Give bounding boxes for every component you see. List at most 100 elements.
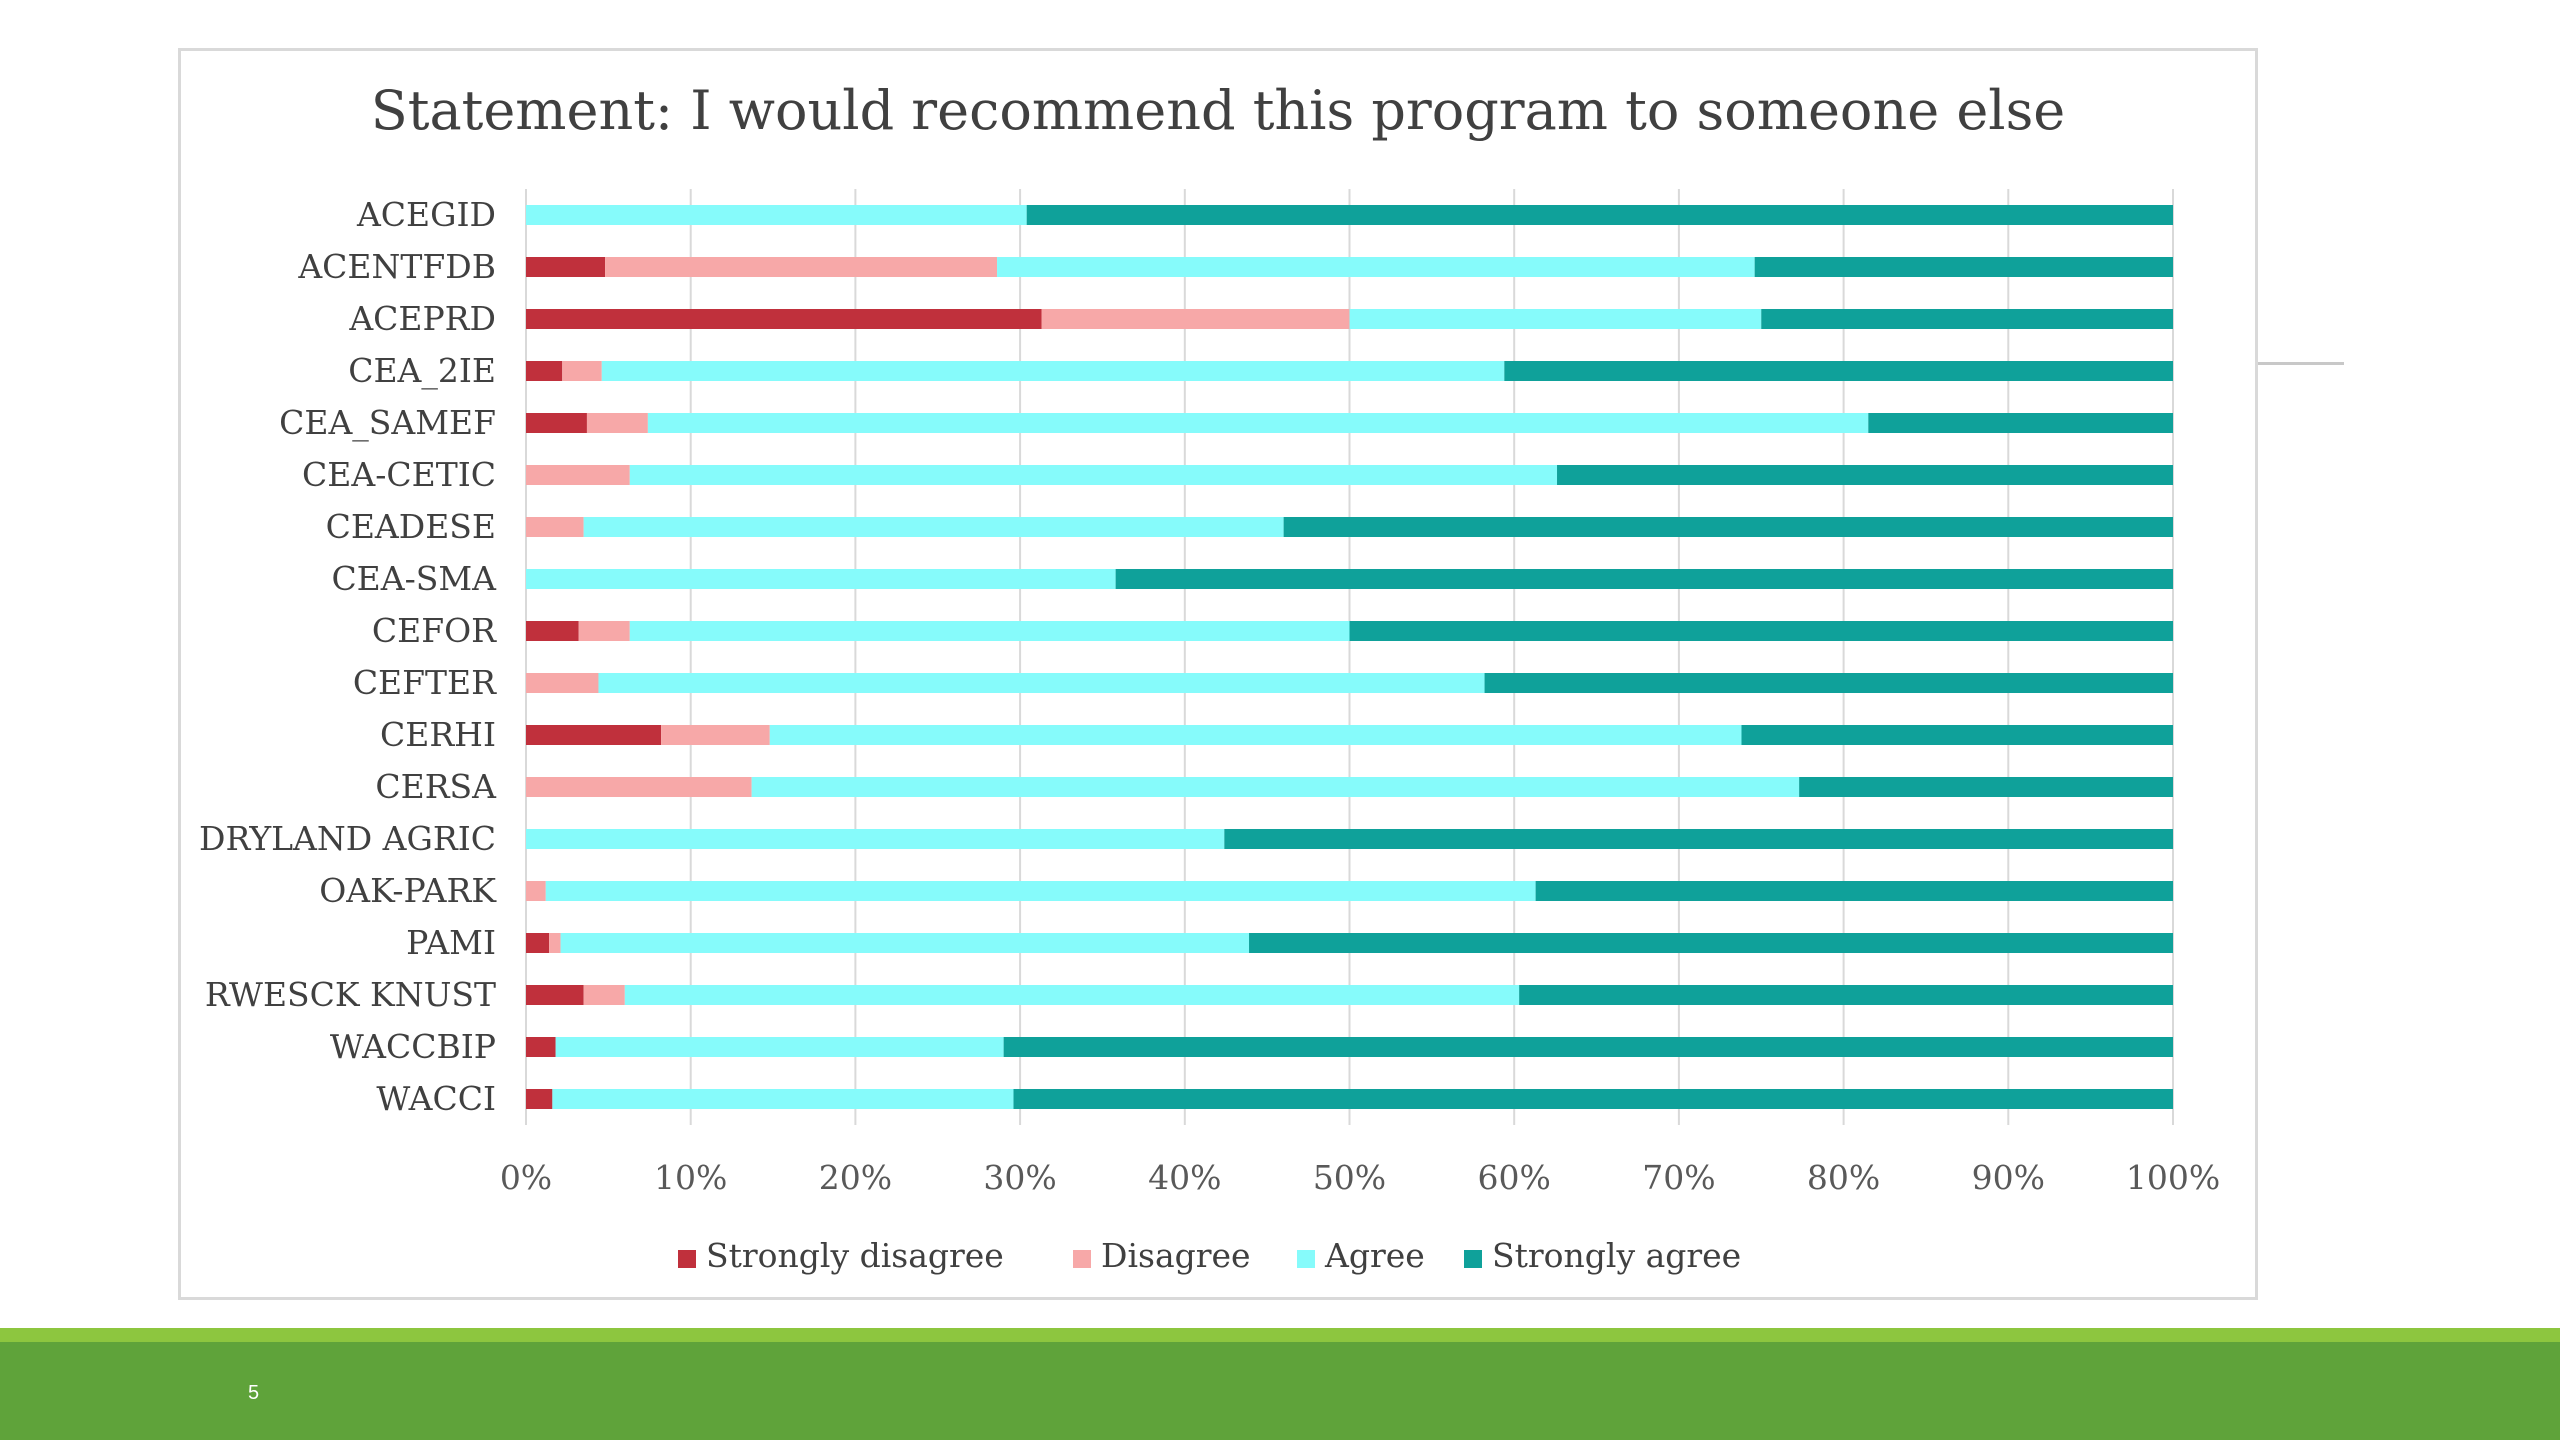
bar-segment	[647, 413, 1869, 433]
bar-segment	[526, 517, 584, 537]
bar-segment	[1557, 465, 2173, 485]
category-label: ACEGID	[356, 195, 496, 234]
bar-segment	[1761, 309, 2173, 329]
chart-frame: Statement: I would recommend this progra…	[178, 48, 2258, 1300]
bar-segment	[1504, 361, 2173, 381]
bar-segment	[526, 361, 563, 381]
footer-band	[0, 1342, 2560, 1440]
legend-label: Strongly disagree	[706, 1236, 1004, 1275]
category-label: CEA_SAMEF	[279, 403, 496, 443]
bar-segment	[601, 361, 1505, 381]
category-label: CEADESE	[326, 507, 496, 546]
gridlines	[525, 189, 2174, 1125]
category-label: CEA-SMA	[331, 559, 497, 598]
stacked-bar-chart: ACEGID ACENTFDB ACEPRD CEA_2IE CEA_SAMEF CEA-…	[199, 189, 2220, 1275]
bar-segment	[629, 465, 1558, 485]
category-label: OAK-PARK	[319, 871, 497, 910]
bar-segment	[1349, 621, 2173, 641]
x-tick-label: 0%	[500, 1158, 552, 1197]
category-labels: ACEGID ACENTFDB ACEPRD CEA_2IE CEA_SAMEF CEA-…	[199, 195, 497, 1118]
bar-segment	[1754, 257, 2173, 277]
bar-segment	[1224, 829, 2173, 849]
x-tick-label: 60%	[1478, 1158, 1551, 1197]
bars	[526, 205, 2174, 1109]
bar-segment	[578, 621, 630, 641]
bar-segment	[526, 465, 630, 485]
bar-segment	[624, 985, 1520, 1005]
chart-title: Statement: I would recommend this progra…	[370, 79, 2066, 142]
category-label: CEA_2IE	[348, 351, 496, 391]
bar-segment	[598, 673, 1485, 693]
bar-segment	[1003, 1037, 2173, 1057]
x-axis-ticks: 0% 10% 20% 30% 40% 50% 60% 70% 80% 90% 100%	[500, 1158, 2220, 1197]
bar-segment	[562, 361, 602, 381]
category-label: PAMI	[406, 923, 496, 962]
legend-label: Agree	[1324, 1236, 1425, 1275]
bar-segment	[526, 881, 546, 901]
bar-segment	[1519, 985, 2173, 1005]
bar-segment	[549, 933, 561, 953]
legend-label: Disagree	[1101, 1236, 1251, 1275]
bar-segment	[560, 933, 1250, 953]
bar-segment	[1013, 1089, 2174, 1109]
x-tick-label: 20%	[819, 1158, 892, 1197]
legend: Strongly disagree Disagree Agree Strongly a…	[678, 1236, 1741, 1275]
x-tick-label: 100%	[2126, 1158, 2220, 1197]
bar-segment	[526, 933, 550, 953]
bar-segment	[1041, 309, 1350, 329]
footer-stripe	[0, 1328, 2560, 1342]
bar-segment	[661, 725, 770, 745]
bar-segment	[526, 413, 587, 433]
x-tick-label: 30%	[983, 1158, 1056, 1197]
legend-label: Strongly agree	[1492, 1236, 1741, 1275]
category-label: RWESCK KNUST	[205, 975, 496, 1014]
bar-segment	[1799, 777, 2173, 797]
category-label: CEFTER	[353, 663, 497, 702]
x-tick-label: 90%	[1972, 1158, 2045, 1197]
category-label: DRYLAND AGRIC	[199, 819, 496, 858]
bar-segment	[526, 621, 579, 641]
category-label: CEFOR	[372, 611, 497, 650]
bar-segment	[526, 673, 599, 693]
bar-segment	[552, 1089, 1014, 1109]
bar-segment	[583, 985, 625, 1005]
category-label: ACENTFDB	[297, 247, 496, 286]
bar-segment	[526, 1037, 556, 1057]
legend-swatch	[1297, 1250, 1315, 1268]
bar-segment	[997, 257, 1755, 277]
x-tick-label: 70%	[1642, 1158, 1715, 1197]
bar-segment	[526, 309, 1042, 329]
category-label: CERHI	[380, 715, 496, 754]
legend-swatch	[678, 1250, 696, 1268]
bar-segment	[526, 205, 1027, 225]
bar-segment	[605, 257, 998, 277]
bar-segment	[1026, 205, 2173, 225]
bar-segment	[629, 621, 1350, 641]
category-label: ACEPRD	[348, 299, 496, 338]
category-label: WACCI	[376, 1079, 496, 1118]
x-tick-label: 50%	[1313, 1158, 1386, 1197]
legend-swatch	[1073, 1250, 1091, 1268]
x-tick-label: 10%	[654, 1158, 727, 1197]
category-label: CERSA	[375, 767, 497, 806]
bar-segment	[1115, 569, 2173, 589]
bar-segment	[526, 985, 584, 1005]
bar-segment	[586, 413, 648, 433]
decorative-line	[2258, 362, 2344, 365]
category-label: CEA-CETIC	[302, 455, 496, 494]
slide-number: 5	[248, 1382, 260, 1404]
bar-segment	[526, 829, 1225, 849]
bar-segment	[1741, 725, 2173, 745]
bar-segment	[526, 1089, 553, 1109]
bar-segment	[526, 569, 1116, 589]
bar-segment	[1535, 881, 2173, 901]
x-tick-label: 40%	[1148, 1158, 1221, 1197]
bar-segment	[1283, 517, 2173, 537]
legend-swatch	[1464, 1250, 1482, 1268]
bar-segment	[1868, 413, 2173, 433]
category-label: WACCBIP	[330, 1027, 496, 1066]
bar-segment	[1249, 933, 2173, 953]
bar-segment	[526, 777, 752, 797]
bar-segment	[555, 1037, 1004, 1057]
bar-segment	[1349, 309, 1762, 329]
